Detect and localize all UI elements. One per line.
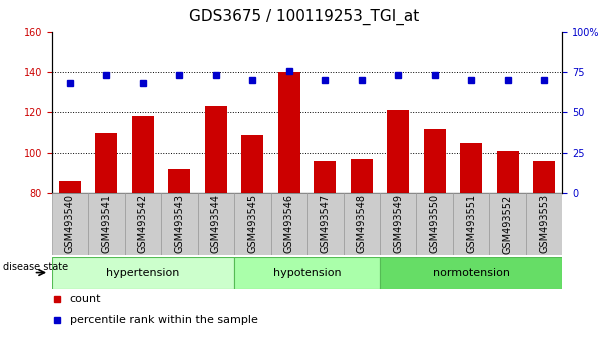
Text: GSM493546: GSM493546 — [284, 194, 294, 253]
Bar — [533, 161, 555, 193]
Bar — [234, 257, 380, 289]
Text: GSM493547: GSM493547 — [320, 194, 330, 253]
Bar — [416, 193, 453, 255]
Bar — [489, 193, 526, 255]
Bar — [52, 193, 88, 255]
Text: GSM493549: GSM493549 — [393, 194, 403, 253]
Bar — [453, 193, 489, 255]
Bar — [132, 116, 154, 193]
Text: GSM493550: GSM493550 — [430, 194, 440, 253]
Text: GSM493544: GSM493544 — [211, 194, 221, 253]
Text: GSM493545: GSM493545 — [247, 194, 257, 253]
Bar — [198, 193, 234, 255]
Text: GSM493541: GSM493541 — [102, 194, 111, 253]
Text: GSM493542: GSM493542 — [138, 194, 148, 253]
Bar — [424, 129, 446, 193]
Text: GSM493548: GSM493548 — [357, 194, 367, 253]
Bar — [314, 161, 336, 193]
Bar — [241, 135, 263, 193]
Bar — [59, 181, 81, 193]
Bar — [234, 193, 271, 255]
Text: GSM493543: GSM493543 — [174, 194, 184, 253]
Text: GSM493540: GSM493540 — [65, 194, 75, 253]
Bar — [387, 110, 409, 193]
Bar — [344, 193, 380, 255]
Text: count: count — [69, 294, 101, 304]
Text: percentile rank within the sample: percentile rank within the sample — [69, 315, 257, 325]
Bar — [278, 72, 300, 193]
Bar — [307, 193, 344, 255]
Bar — [380, 193, 416, 255]
Bar — [168, 169, 190, 193]
Bar — [205, 106, 227, 193]
Bar — [497, 151, 519, 193]
Bar — [271, 193, 307, 255]
Bar — [460, 143, 482, 193]
Text: GSM493552: GSM493552 — [503, 194, 513, 253]
Text: GSM493551: GSM493551 — [466, 194, 476, 253]
Bar — [161, 193, 198, 255]
Bar — [351, 159, 373, 193]
Bar — [125, 193, 161, 255]
Bar — [95, 132, 117, 193]
Bar — [526, 193, 562, 255]
Bar — [380, 257, 562, 289]
Text: disease state: disease state — [3, 262, 68, 272]
Text: GSM493553: GSM493553 — [539, 194, 549, 253]
Bar — [88, 193, 125, 255]
Text: GDS3675 / 100119253_TGI_at: GDS3675 / 100119253_TGI_at — [189, 9, 419, 25]
Bar — [52, 257, 234, 289]
Text: hypotension: hypotension — [273, 268, 341, 278]
Text: hypertension: hypertension — [106, 268, 179, 278]
Text: normotension: normotension — [433, 268, 510, 278]
